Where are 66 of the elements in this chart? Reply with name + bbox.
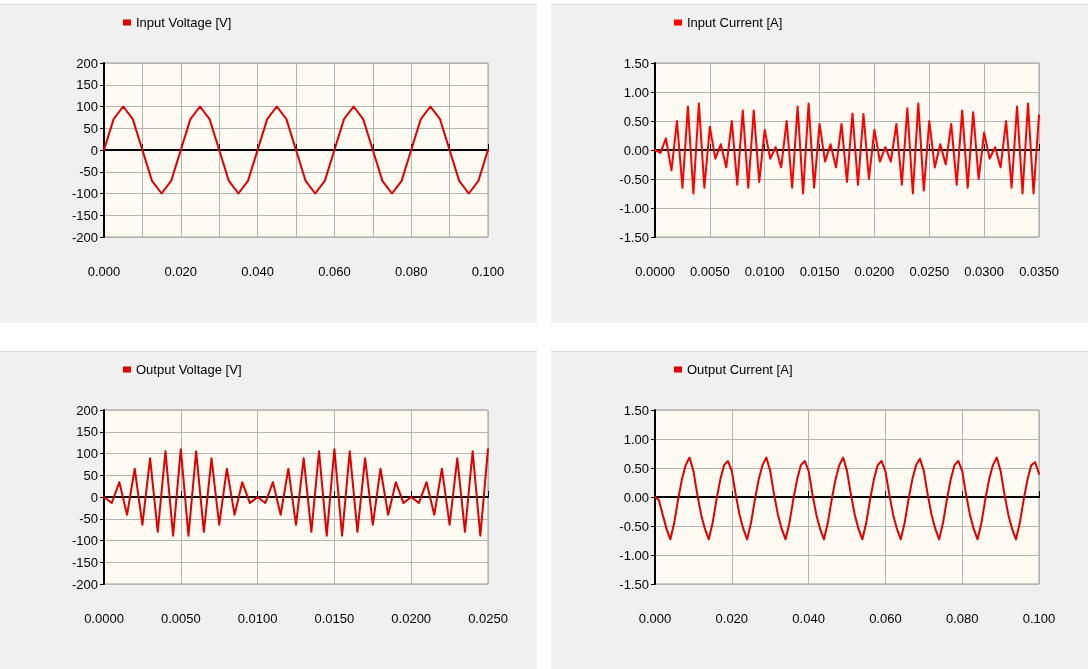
line-series <box>103 448 489 537</box>
legend-label: Output Current [A] <box>687 362 793 377</box>
x-tick-label: 0.000 <box>638 611 672 626</box>
y-tick-label: -100 <box>71 533 98 548</box>
line-series <box>103 105 489 195</box>
y-tick-label: -0.50 <box>619 518 649 534</box>
y-tick-label: -100 <box>71 186 98 201</box>
x-tick-label: 0.0200 <box>391 611 432 626</box>
x-tick-label: 0.080 <box>945 611 979 626</box>
y-tick-label: -1.50 <box>619 229 649 245</box>
x-tick-label: 0.0050 <box>160 611 201 626</box>
x-tick-label: 0.0150 <box>799 264 840 279</box>
x-tick-label: 0.040 <box>792 611 825 626</box>
legend-label: Input Current [A] <box>687 15 783 30</box>
x-tick-label: 0.0150 <box>314 611 355 626</box>
x-tick-label: 0.0300 <box>964 264 1005 279</box>
y-tick-label: 0 <box>90 142 98 158</box>
x-tick-label: 0.0250 <box>909 264 950 279</box>
y-tick-label: -1.00 <box>619 547 649 563</box>
y-tick-label: 200 <box>76 402 98 418</box>
x-tick-label: 0.0000 <box>635 264 675 279</box>
y-tick-label: 100 <box>76 99 98 114</box>
x-tick-label: 0.0350 <box>1019 264 1059 279</box>
x-tick-label: 0.0200 <box>854 264 895 279</box>
y-tick-label: 1.50 <box>623 402 649 418</box>
y-tick-label: 0.50 <box>623 113 649 129</box>
y-tick-label: -150 <box>71 554 98 570</box>
y-tick-label: -50 <box>79 164 98 180</box>
line-series <box>654 102 1040 195</box>
x-tick-label: 0.100 <box>471 264 505 279</box>
x-tick-label: 0.080 <box>394 264 428 279</box>
line-series <box>654 456 1040 541</box>
y-tick-label: 150 <box>76 424 98 440</box>
y-tick-label: -1.50 <box>619 576 649 592</box>
y-tick-label: -1.00 <box>619 200 649 216</box>
y-tick-label: -200 <box>71 229 98 245</box>
y-tick-label: 1.50 <box>623 55 649 71</box>
x-tick-label: 0.020 <box>164 264 198 279</box>
x-tick-label: 0.020 <box>715 611 749 626</box>
x-tick-label: 0.0050 <box>689 264 730 279</box>
legend-label: Output Voltage [V] <box>136 362 242 377</box>
y-tick-label: 150 <box>76 77 98 93</box>
y-tick-label: 1.00 <box>623 431 649 447</box>
y-tick-label: 0.00 <box>623 142 649 158</box>
x-tick-label: 0.0000 <box>84 611 124 626</box>
y-tick-label: -0.50 <box>619 171 649 187</box>
y-tick-label: -200 <box>71 576 98 592</box>
y-tick-label: 50 <box>83 120 98 136</box>
x-tick-label: 0.060 <box>869 611 902 626</box>
x-tick-label: 0.0100 <box>744 264 785 279</box>
y-tick-label: -150 <box>71 207 98 223</box>
y-tick-label: 0.00 <box>623 489 649 505</box>
y-tick-label: 100 <box>76 446 98 461</box>
legend-label: Input Voltage [V] <box>136 15 232 30</box>
x-tick-label: 0.0100 <box>237 611 278 626</box>
x-tick-label: 0.100 <box>1022 611 1056 626</box>
x-tick-label: 0.060 <box>318 264 351 279</box>
y-tick-label: 0 <box>90 489 98 505</box>
x-tick-label: 0.040 <box>241 264 274 279</box>
y-tick-label: 200 <box>76 55 98 71</box>
y-tick-label: 1.00 <box>623 84 649 100</box>
x-tick-label: 0.000 <box>87 264 121 279</box>
x-tick-label: 0.0250 <box>468 611 508 626</box>
y-tick-label: -50 <box>79 511 98 527</box>
y-tick-label: 0.50 <box>623 460 649 476</box>
y-tick-label: 50 <box>83 467 98 483</box>
